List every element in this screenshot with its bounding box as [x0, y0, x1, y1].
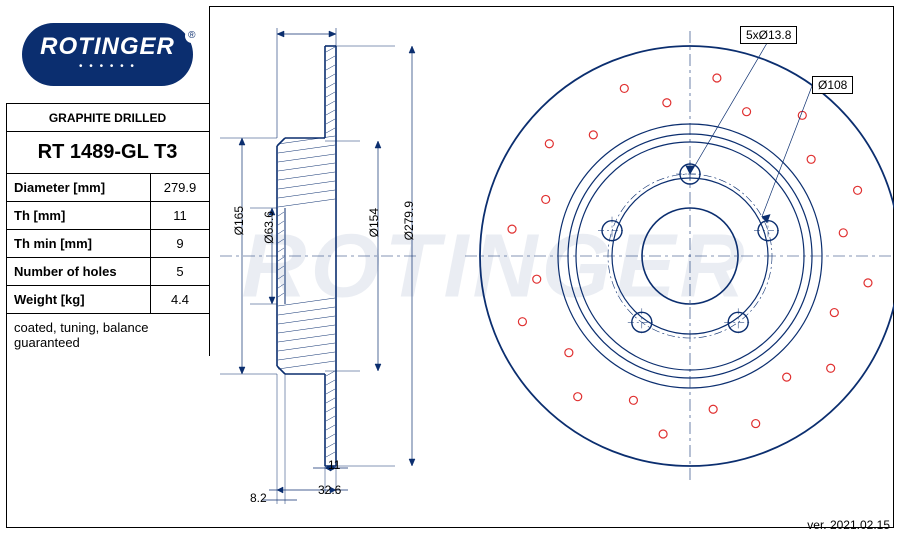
spec-label: Th [mm]: [6, 202, 151, 229]
dim-d165: Ø165: [232, 206, 246, 235]
spec-value: 279.9: [151, 174, 209, 201]
spec-row: Diameter [mm] 279.9: [6, 174, 209, 202]
spec-note: coated, tuning, balance guaranteed: [6, 314, 209, 356]
spec-row: Number of holes 5: [6, 258, 209, 286]
subtitle: GRAPHITE DRILLED: [6, 104, 209, 132]
brand-name: ROTINGER: [40, 33, 175, 61]
version-label: ver. 2021.02.15: [807, 518, 890, 532]
dim-11: 11: [328, 458, 340, 472]
spec-label: Weight [kg]: [6, 286, 151, 313]
callout-pcd: Ø108: [812, 76, 853, 94]
spec-value: 11: [151, 202, 209, 229]
technical-drawing: 5xØ13.8 Ø108 Ø165 Ø63.6 Ø154 Ø279.9 8.2 …: [210, 6, 894, 528]
dim-32-6: 32.6: [318, 483, 341, 497]
spec-row: Th min [mm] 9: [6, 230, 209, 258]
part-number: RT 1489-GL T3: [6, 132, 209, 174]
spec-value: 9: [151, 230, 209, 257]
brand-logo: ROTINGER • • • • • • ®: [6, 6, 209, 104]
dim-8-2: 8.2: [250, 491, 267, 505]
spec-row: Weight [kg] 4.4: [6, 286, 209, 314]
dim-d279-9: Ø279.9: [402, 201, 416, 240]
spec-label: Diameter [mm]: [6, 174, 151, 201]
spec-label: Th min [mm]: [6, 230, 151, 257]
spec-value: 4.4: [151, 286, 209, 313]
drawing-svg: [210, 6, 894, 528]
dim-d63-6: Ø63.6: [262, 211, 276, 244]
registered-icon: ®: [185, 29, 199, 43]
spec-label: Number of holes: [6, 258, 151, 285]
spec-panel: ROTINGER • • • • • • ® GRAPHITE DRILLED …: [6, 6, 210, 356]
spec-row: Th [mm] 11: [6, 202, 209, 230]
callout-bolt-pattern: 5xØ13.8: [740, 26, 797, 44]
dim-d154: Ø154: [367, 208, 381, 237]
spec-value: 5: [151, 258, 209, 285]
